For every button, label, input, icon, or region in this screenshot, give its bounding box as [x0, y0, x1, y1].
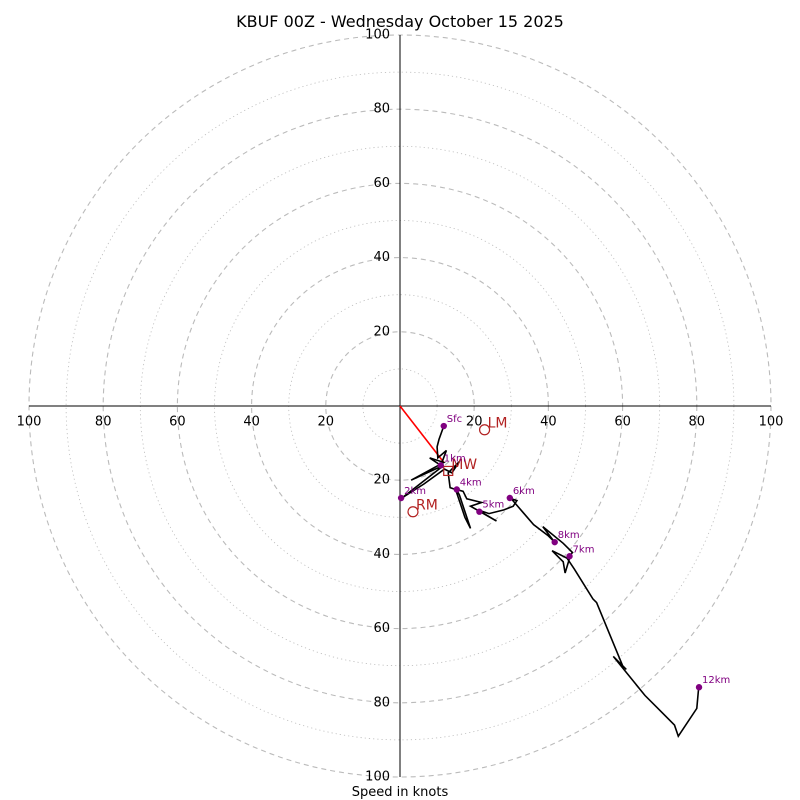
x-tick-label-right: 60 [614, 415, 631, 430]
storm-motion-label-rm: RM [416, 498, 438, 514]
y-tick-label-top: 60 [373, 176, 390, 191]
height-label-sfc: Sfc [447, 414, 462, 425]
x-tick-label-right: 80 [689, 415, 706, 430]
x-tick-label-left: 60 [169, 415, 186, 430]
height-point-sfc [440, 422, 447, 430]
chart-title: KBUF 00Z - Wednesday October 15 2025 [236, 12, 564, 31]
x-tick-label-right: 40 [540, 415, 557, 430]
y-tick-label-bottom: 100 [365, 770, 390, 785]
x-tick-label-right: 20 [466, 415, 483, 430]
y-tick-label-bottom: 20 [373, 473, 390, 488]
storm-motion-marker-rm [407, 506, 419, 518]
height-point-7km [566, 553, 573, 560]
x-tick-label-left: 100 [17, 415, 42, 430]
x-tick-label-left: 80 [95, 415, 112, 430]
x-axis-label: Speed in knots [352, 785, 449, 800]
height-point-8km [551, 538, 558, 546]
height-point-2km [397, 494, 405, 502]
y-tick-label-bottom: 40 [373, 547, 390, 562]
x-tick-label-left: 40 [243, 415, 260, 430]
height-label-2km: 2km [404, 486, 426, 497]
height-point-5km [476, 508, 483, 515]
hodograph-trace-line [401, 425, 700, 738]
height-label-5km: 5km [482, 500, 504, 511]
height-point-12km [695, 684, 703, 691]
height-label-12km: 12km [702, 675, 730, 686]
y-tick-label-top: 80 [373, 102, 390, 117]
storm-motion-label-mw: MW [451, 457, 477, 473]
hodograph-data: LM MW RM Sfc 1km 2km 4km 5km 6km 8km 7km 12km [397, 405, 730, 738]
storm-motion-marker-mw [443, 465, 454, 477]
x-tick-label-right: 100 [759, 415, 784, 430]
x-tick-label-left: 20 [318, 415, 335, 430]
height-point-6km [506, 494, 514, 502]
height-point-1km [437, 462, 445, 469]
shear-vector-line [399, 405, 445, 463]
height-label-1km: 1km [444, 453, 466, 464]
storm-motion-label-lm: LM [488, 416, 508, 432]
y-tick-label-bottom: 80 [373, 695, 390, 710]
y-tick-label-top: 100 [365, 28, 390, 43]
y-tick-label-top: 20 [373, 324, 390, 339]
y-tick-label-bottom: 60 [373, 621, 390, 636]
height-label-6km: 6km [513, 486, 535, 497]
height-label-4km: 4km [460, 477, 482, 488]
y-tick-label-top: 40 [373, 250, 390, 265]
height-label-8km: 8km [558, 530, 580, 541]
height-point-4km [453, 486, 460, 493]
height-label-7km: 7km [573, 544, 595, 555]
storm-motion-marker-lm [478, 424, 491, 436]
ring-tick-labels: 20 20 20 20 40 40 40 40 60 60 60 60 80 80 80 80 100 100 10… [17, 28, 784, 785]
